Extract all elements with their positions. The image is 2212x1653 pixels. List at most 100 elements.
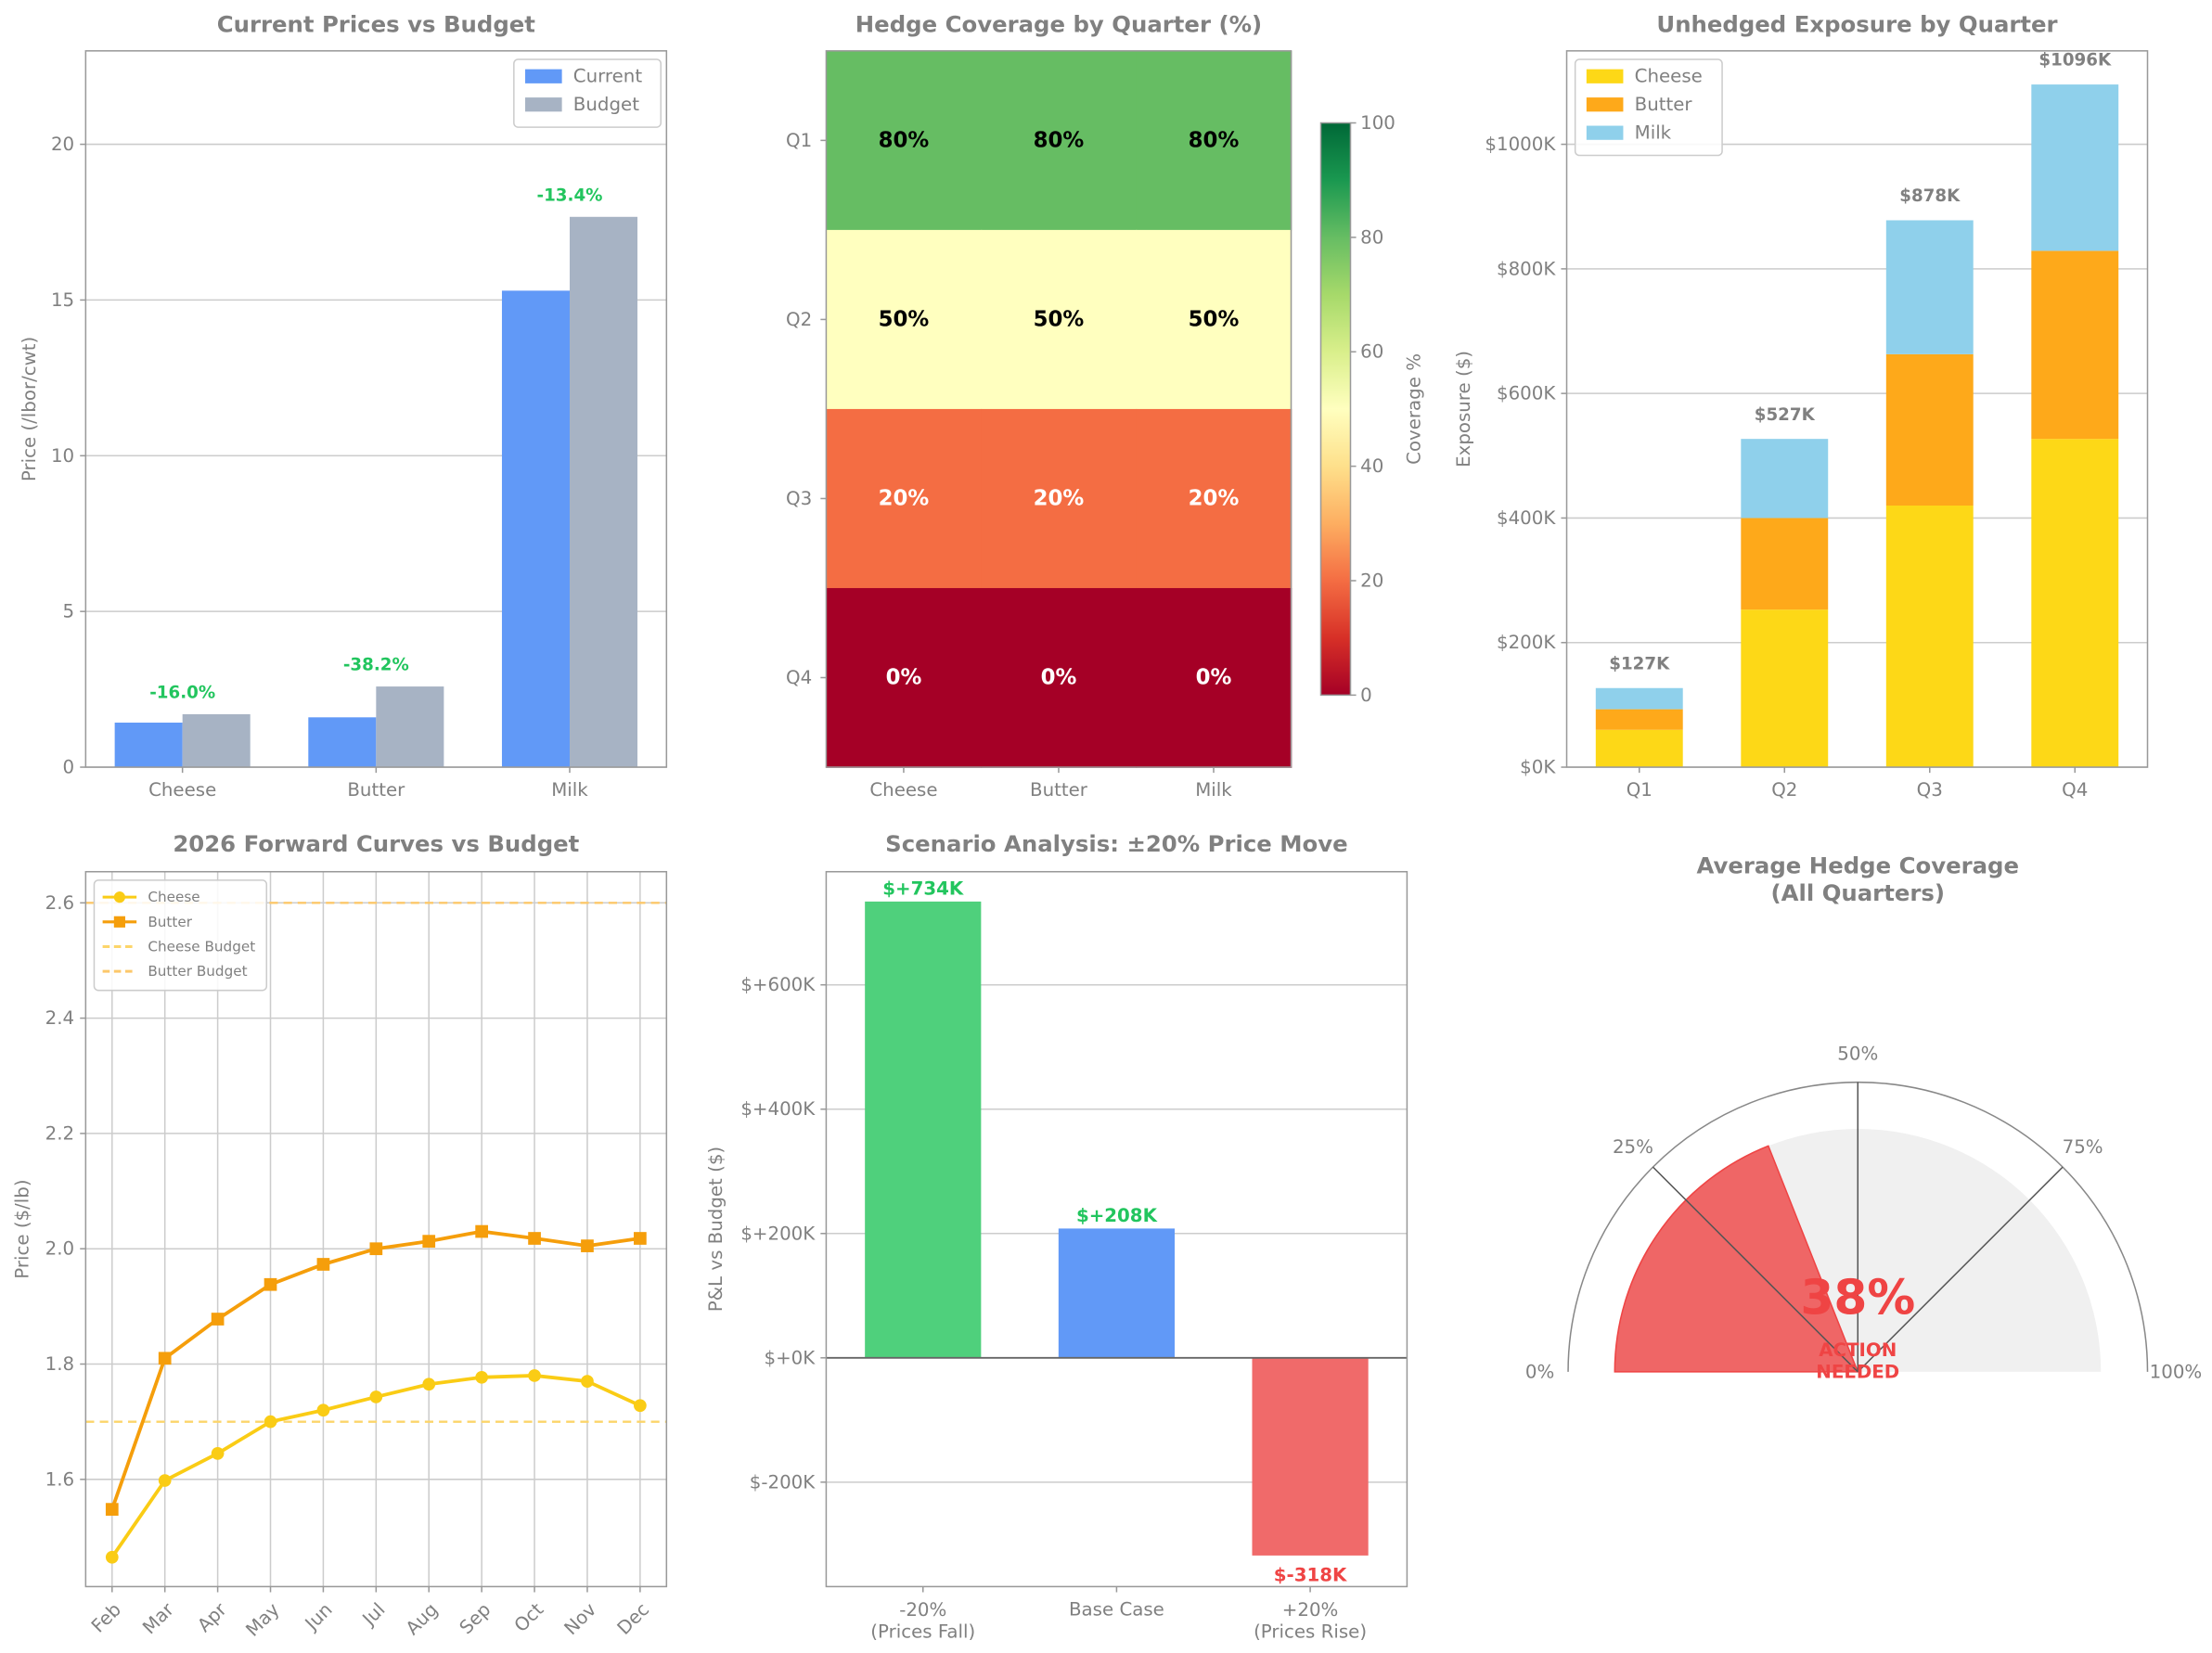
chart-title: Hedge Coverage by Quarter (%) xyxy=(855,10,1262,37)
x-tick-label: +20% (Prices Rise) xyxy=(1254,1598,1367,1642)
chart-title: Scenario Analysis: ±20% Price Move xyxy=(885,830,1348,857)
y-tick-label: 0 xyxy=(63,757,75,778)
bar xyxy=(1058,1228,1176,1358)
x-tick-label: May xyxy=(242,1598,284,1640)
bar xyxy=(1252,1357,1369,1556)
x-tick-label: Cheese xyxy=(148,779,216,801)
colorbar-tick-label: 60 xyxy=(1360,341,1383,363)
legend-box xyxy=(93,879,268,992)
y-tick-label: 1.8 xyxy=(45,1353,74,1375)
gauge-tick xyxy=(1857,1166,2064,1373)
bar-segment xyxy=(1885,506,1974,768)
cell-label: 20% xyxy=(879,486,930,510)
point xyxy=(528,1369,541,1382)
cell-label: 50% xyxy=(1189,307,1240,331)
colorbar-tick-label: 20 xyxy=(1360,570,1383,591)
legend-swatch xyxy=(1586,97,1624,112)
y-tick-label: $400K xyxy=(1497,507,1556,529)
x-tick-label: Q4 xyxy=(2062,779,2088,801)
y-tick-label: 2.2 xyxy=(45,1122,74,1144)
bar-segment xyxy=(1885,353,1974,506)
x-tick-label: Feb xyxy=(87,1599,125,1637)
bar-segment xyxy=(2031,439,2119,768)
bar xyxy=(182,713,251,768)
heatmap-cell xyxy=(981,408,1138,589)
x-tick-label: Aug xyxy=(402,1599,443,1640)
bar-segment xyxy=(1741,518,1829,610)
bar-segment xyxy=(1741,439,1829,519)
x-tick-label: Nov xyxy=(560,1598,601,1639)
y-tick-label: $600K xyxy=(1497,383,1556,404)
difference-label: -38.2% xyxy=(343,656,409,675)
axes-frame xyxy=(825,870,1408,1588)
y-tick-label: $-200K xyxy=(750,1471,816,1493)
point xyxy=(581,1375,594,1389)
x-tick-label: Jul xyxy=(357,1599,390,1632)
legend-label: Butter Budget xyxy=(148,963,247,980)
x-tick-label: Mar xyxy=(138,1598,178,1638)
chart-title: Unhedged Exposure by Quarter xyxy=(1656,10,2057,37)
axes-frame xyxy=(84,870,668,1588)
y-tick-label: 2.6 xyxy=(45,892,74,914)
point xyxy=(475,1224,488,1238)
x-tick-label: Q2 xyxy=(1771,779,1797,801)
point xyxy=(475,1370,488,1384)
gauge-tick-label: 25% xyxy=(1613,1136,1653,1158)
x-tick-label: Q3 xyxy=(1917,779,1943,801)
value-label: $+208K xyxy=(1076,1205,1158,1226)
x-tick-label: Milk xyxy=(1195,779,1232,801)
axes-frame xyxy=(1565,50,2149,768)
x-tick-label: Base Case xyxy=(1069,1598,1164,1620)
y-tick-label: Q2 xyxy=(786,309,812,330)
colorbar xyxy=(1319,122,1352,697)
point xyxy=(634,1399,647,1413)
axes-frame xyxy=(825,50,1292,768)
y-tick-label: $200K xyxy=(1497,632,1556,653)
bar xyxy=(501,290,570,768)
bar-segment xyxy=(2031,250,2119,440)
chart-title: Average Hedge Coverage (All Quarters) xyxy=(1697,852,2019,905)
x-tick-label: Sep xyxy=(456,1599,495,1639)
y-tick-label: 2.0 xyxy=(45,1238,74,1260)
legend-label: Current xyxy=(573,66,643,87)
y-axis-label: P&L vs Budget ($) xyxy=(705,1147,727,1312)
difference-label: -13.4% xyxy=(537,186,603,205)
y-tick-label: 1.6 xyxy=(45,1468,74,1490)
colorbar-tick-label: 0 xyxy=(1360,685,1372,706)
legend-swatch xyxy=(525,69,562,83)
heatmap-cell xyxy=(826,229,983,410)
colorbar-tick-label: 40 xyxy=(1360,455,1383,477)
point xyxy=(158,1474,172,1487)
total-label: $878K xyxy=(1899,186,1961,206)
legend-label: Butter xyxy=(148,914,192,930)
point xyxy=(105,1550,119,1564)
y-tick-label: Q1 xyxy=(786,130,812,151)
heatmap-cell xyxy=(1136,408,1292,589)
colorbar-label: Coverage % xyxy=(1404,353,1425,465)
point xyxy=(581,1239,594,1252)
y-tick-label: 15 xyxy=(51,289,74,311)
heatmap-cell xyxy=(1136,229,1292,410)
x-tick-label: Dec xyxy=(613,1599,653,1639)
heatmap-cell xyxy=(981,587,1138,768)
gauge-tick-label: 50% xyxy=(1837,1044,1878,1065)
point xyxy=(158,1352,172,1365)
bar xyxy=(114,723,183,768)
y-tick-label: $1000K xyxy=(1485,134,1556,155)
y-tick-label: $800K xyxy=(1497,258,1556,279)
legend-label: Budget xyxy=(573,94,639,115)
cell-label: 0% xyxy=(886,666,922,690)
bar xyxy=(308,717,377,768)
x-tick-label: Cheese xyxy=(869,779,937,801)
legend-marker xyxy=(113,916,125,928)
heatmap-cell xyxy=(1136,587,1292,768)
value-label: $-318K xyxy=(1274,1565,1347,1586)
point xyxy=(422,1378,436,1391)
y-axis-label: Exposure ($) xyxy=(1453,351,1474,468)
bar-segment xyxy=(1595,729,1683,768)
chart-title: 2026 Forward Curves vs Budget xyxy=(173,830,579,857)
y-tick-label: $+0K xyxy=(765,1347,817,1368)
value-label: $+734K xyxy=(882,878,964,900)
y-tick-label: 10 xyxy=(51,445,74,467)
gauge-value xyxy=(1614,1145,1859,1373)
